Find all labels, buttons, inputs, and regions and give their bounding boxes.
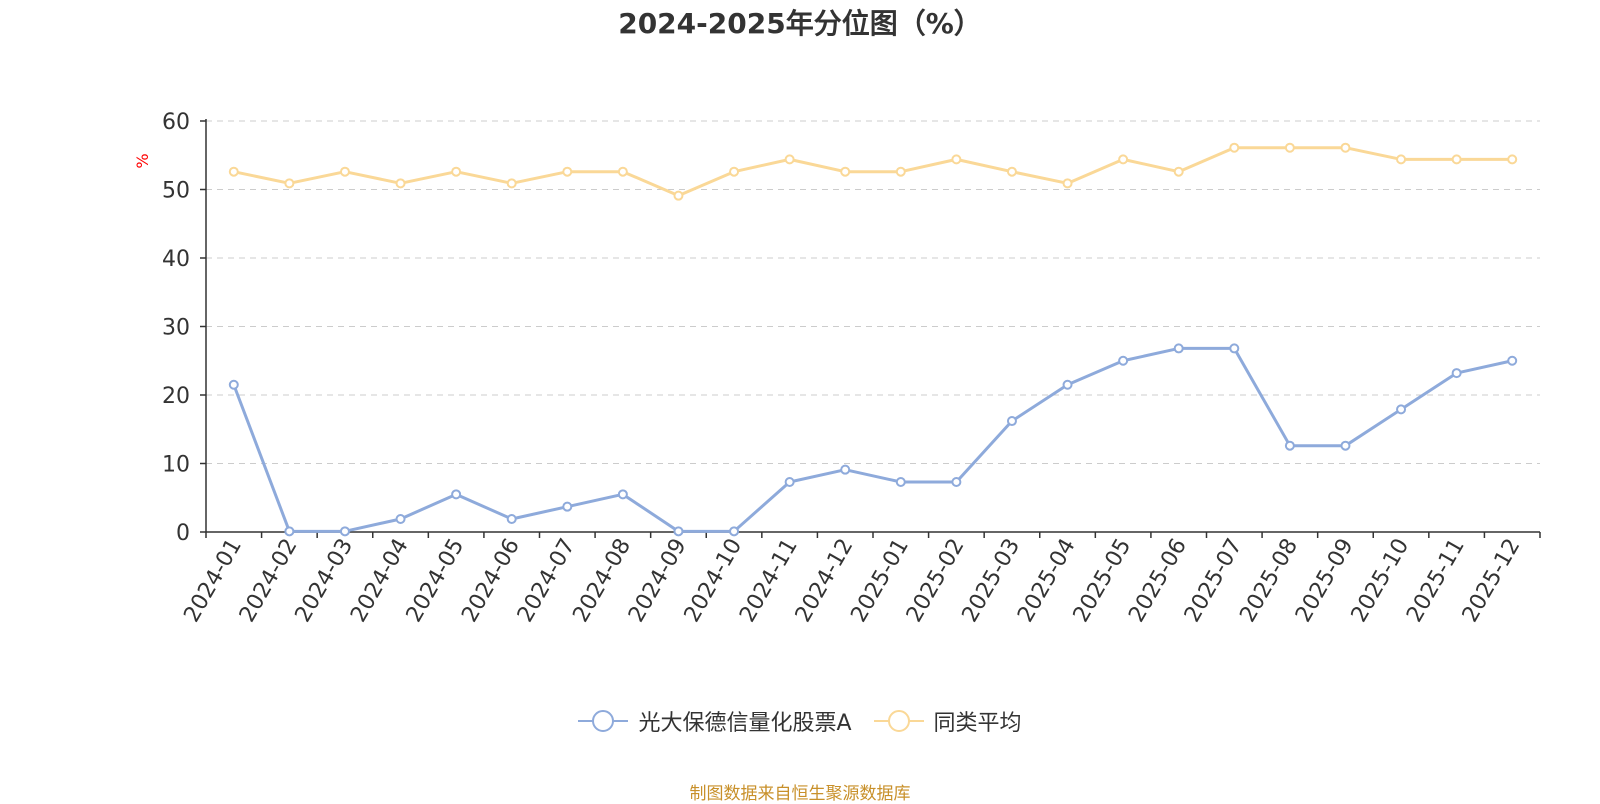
chart-title: 2024-2025年分位图（%）: [618, 7, 982, 40]
y-axis-unit-label: %: [133, 153, 152, 168]
data-point-series-0: [673, 526, 684, 537]
data-point-series-0: [506, 513, 517, 524]
legend-marker-fund: [578, 710, 629, 732]
data-point-series-1: [562, 166, 573, 177]
data-point-series-1: [1062, 178, 1073, 189]
data-point-series-0: [1451, 368, 1462, 379]
data-point-series-1: [1340, 142, 1351, 153]
data-point-series-0: [1507, 355, 1518, 366]
data-point-series-1: [617, 166, 628, 177]
data-point-series-0: [451, 489, 462, 500]
data-point-series-0: [729, 526, 740, 537]
data-point-series-0: [1062, 379, 1073, 390]
data-point-series-0: [951, 476, 962, 487]
legend-item-avg[interactable]: 同类平均: [873, 705, 1022, 737]
data-point-series-1: [1451, 154, 1462, 165]
data-point-series-0: [339, 526, 350, 537]
data-point-series-1: [228, 166, 239, 177]
data-point-series-1: [784, 154, 795, 165]
data-point-series-0: [562, 501, 573, 512]
data-point-series-0: [1396, 404, 1407, 415]
data-point-series-1: [1173, 166, 1184, 177]
data-point-series-0: [1006, 416, 1017, 427]
data-point-series-0: [784, 476, 795, 487]
legend-label-avg: 同类平均: [933, 711, 1022, 736]
data-point-series-0: [395, 513, 406, 524]
legend: 光大保德信量化股票A 同类平均: [0, 705, 1600, 737]
data-point-series-0: [1340, 440, 1351, 451]
data-point-series-0: [284, 526, 295, 537]
data-point-series-1: [506, 178, 517, 189]
line-chart: 0102030405060%2024-012024-022024-032024-…: [133, 110, 1541, 627]
data-point-series-1: [1118, 154, 1129, 165]
data-point-series-1: [1006, 166, 1017, 177]
data-point-series-0: [1284, 440, 1295, 451]
y-tick-label: 10: [162, 453, 190, 478]
data-point-series-1: [1229, 142, 1240, 153]
y-tick-label: 60: [162, 110, 190, 135]
y-tick-label: 0: [176, 521, 190, 546]
data-point-series-1: [1284, 142, 1295, 153]
data-point-series-1: [951, 154, 962, 165]
data-point-series-1: [729, 166, 740, 177]
y-tick-label: 50: [162, 179, 190, 204]
data-point-series-0: [840, 464, 851, 475]
y-tick-label: 40: [162, 247, 190, 272]
y-tick-label: 20: [162, 384, 190, 409]
data-point-series-1: [1396, 154, 1407, 165]
legend-marker-avg: [873, 710, 924, 732]
series-line-1: [233, 146, 1513, 198]
data-point-series-0: [617, 489, 628, 500]
legend-item-fund[interactable]: 光大保德信量化股票A: [578, 705, 852, 737]
data-point-series-1: [895, 166, 906, 177]
data-point-series-1: [673, 190, 684, 201]
data-point-series-0: [1229, 343, 1240, 354]
data-point-series-0: [895, 476, 906, 487]
data-point-series-1: [840, 166, 851, 177]
data-point-series-0: [228, 379, 239, 390]
legend-label-fund: 光大保德信量化股票A: [638, 711, 852, 736]
data-point-series-1: [395, 178, 406, 189]
data-point-series-1: [284, 178, 295, 189]
data-point-series-1: [451, 166, 462, 177]
y-tick-label: 30: [162, 316, 190, 341]
data-point-series-0: [1173, 343, 1184, 354]
data-point-series-0: [1118, 355, 1129, 366]
series-line-0: [232, 346, 1513, 533]
data-point-series-1: [1507, 154, 1518, 165]
data-point-series-1: [339, 166, 350, 177]
data-source-note: 制图数据来自恒生聚源数据库: [689, 784, 911, 804]
